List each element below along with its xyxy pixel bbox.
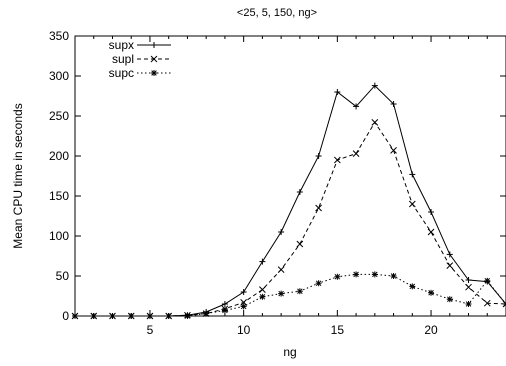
data-point-supl <box>465 283 472 291</box>
data-point-supc <box>409 283 416 290</box>
data-point-supc <box>371 271 378 278</box>
data-point-supc <box>446 296 453 303</box>
data-point-supl <box>277 266 285 273</box>
data-point-supl <box>352 150 360 157</box>
data-point-supc <box>503 301 506 307</box>
x-tick-label: 10 <box>237 323 251 337</box>
data-point-supl <box>390 147 397 154</box>
legend-marker-supc <box>151 70 157 76</box>
data-point-supc <box>259 293 266 300</box>
x-tick-label: 20 <box>424 323 438 337</box>
data-point-supc <box>146 313 153 319</box>
data-point-supc <box>184 313 191 319</box>
y-tick-label: 350 <box>49 29 69 43</box>
data-point-supc <box>296 288 303 295</box>
y-tick-label: 200 <box>49 149 69 163</box>
x-tick-label: 5 <box>147 323 154 337</box>
y-axis-label: Mean CPU time in seconds <box>11 103 25 248</box>
data-point-supl <box>427 228 435 236</box>
data-point-supx <box>409 171 416 178</box>
y-tick-label: 100 <box>49 229 69 243</box>
data-point-supc <box>90 313 97 319</box>
data-point-supc <box>484 277 491 284</box>
data-point-supc <box>428 289 435 296</box>
data-point-supx <box>296 189 303 195</box>
data-point-supx <box>446 251 453 258</box>
data-point-supc <box>203 310 210 317</box>
data-point-supx <box>278 229 285 235</box>
data-point-supx <box>371 82 378 89</box>
data-point-supc <box>315 280 322 287</box>
y-tick-label: 250 <box>49 109 69 123</box>
series-line-supl <box>75 121 506 317</box>
y-tick-label: 300 <box>49 69 69 83</box>
data-point-supc <box>353 271 360 278</box>
data-point-supc <box>240 303 247 310</box>
data-point-supc <box>278 290 285 297</box>
data-point-supx <box>465 277 472 283</box>
x-axis: 5 10 15 20 <box>74 36 506 337</box>
y-axis: 0 50 100 150 200 250 300 350 <box>49 29 506 323</box>
y-tick-label: 50 <box>56 269 70 283</box>
data-point-supc <box>465 301 472 307</box>
data-point-supx <box>353 103 360 110</box>
data-point-supx <box>221 301 228 307</box>
data-point-supx <box>315 153 322 159</box>
y-tick-label: 0 <box>62 309 69 323</box>
legend-label-supl: supl <box>112 52 134 66</box>
data-point-supx <box>390 101 397 107</box>
data-point-supl <box>408 200 416 208</box>
series-line-supx <box>75 84 506 317</box>
data-point-supc <box>109 313 116 319</box>
data-point-supc <box>165 313 172 319</box>
data-point-supl <box>483 299 491 307</box>
data-point-supx <box>334 89 341 95</box>
plot-frame <box>74 35 506 317</box>
data-point-supc <box>221 307 228 314</box>
data-point-supl <box>371 119 379 126</box>
data-point-supc <box>128 313 135 319</box>
legend-label-supc: supc <box>109 66 134 80</box>
legend-marker-supx <box>151 42 157 48</box>
data-point-supl <box>333 156 341 164</box>
data-point-supx <box>240 289 247 295</box>
x-axis-label: ng <box>283 345 296 359</box>
data-point-supc <box>390 273 397 279</box>
chart-title: <25, 5, 150, ng> <box>237 7 317 19</box>
data-point-supl <box>296 240 304 248</box>
data-point-supl <box>315 204 322 212</box>
series-layer <box>71 82 506 320</box>
data-point-supc <box>72 313 78 319</box>
x-tick-label: 15 <box>331 323 345 337</box>
data-point-supl <box>446 262 454 269</box>
y-tick-label: 150 <box>49 189 69 203</box>
legend-label-supx: supx <box>109 38 134 52</box>
data-point-supx <box>259 258 266 265</box>
data-point-supl <box>259 286 266 293</box>
data-point-supx <box>428 209 435 215</box>
series-line-supc <box>75 273 506 317</box>
legend-marker-supl <box>150 55 158 63</box>
data-point-supc <box>334 273 341 280</box>
